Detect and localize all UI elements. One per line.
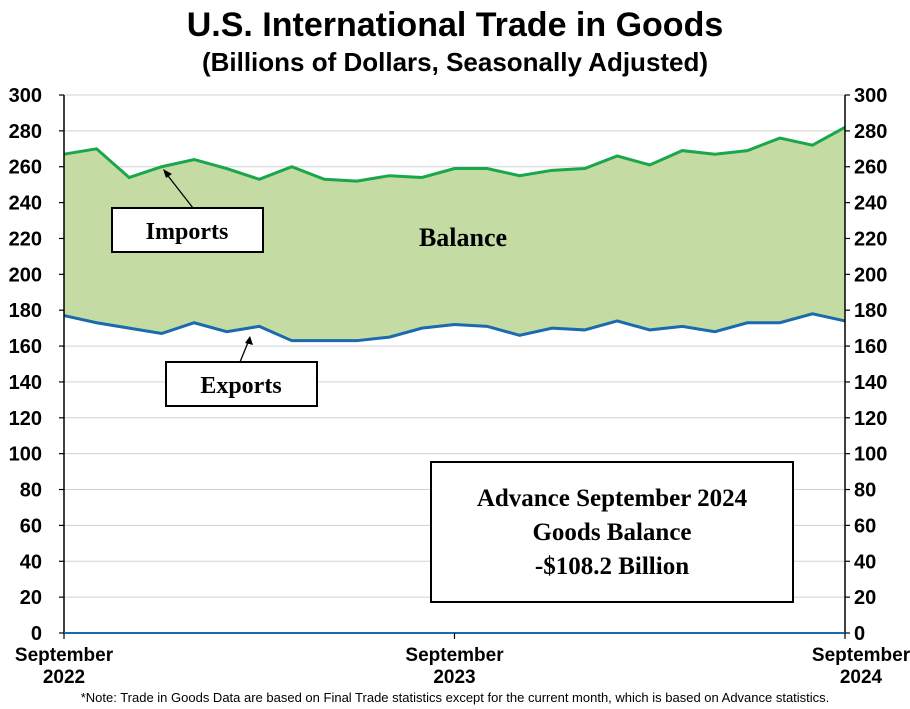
ytick-right-label-300: 300 (854, 85, 887, 107)
ytick-left-label-220: 220 (9, 228, 42, 250)
ytick-left-label-180: 180 (9, 300, 42, 322)
y-axis-left-ticks: 0 20 40 60 80 100 120 140 160 180 200 220 240 260 280 3… (9, 85, 64, 645)
ytick-right-label-80: 80 (854, 480, 876, 502)
exports-label: Exports (200, 373, 281, 399)
ytick-left-label-20: 20 (20, 587, 42, 609)
ytick-left-label-0: 0 (31, 623, 42, 645)
imports-label-box (111, 207, 264, 253)
xtick-label-12-line2: 2023 (433, 667, 475, 688)
callout-line-1: Advance September 2024 (477, 485, 748, 512)
xtick-label-24-line2: 2024 (840, 667, 883, 688)
ytick-left-label-60: 60 (20, 515, 42, 537)
ytick-left-label-240: 240 (9, 193, 42, 215)
ytick-left-label-40: 40 (20, 551, 42, 573)
chart-subtitle: (Billions of Dollars, Seasonally Adjuste… (201, 47, 709, 77)
xtick-label-12-line1: September (405, 645, 504, 666)
ytick-right-label-160: 160 (854, 336, 887, 358)
callout-line-2: Goods Balance (532, 519, 691, 546)
exports-label-box (165, 361, 318, 407)
ytick-right-label-220: 220 (854, 228, 887, 250)
ytick-right-label-240: 240 (854, 193, 887, 215)
ytick-left-label-300: 300 (9, 85, 42, 107)
xtick-label-0-line2: 2022 (43, 667, 85, 688)
ytick-right-label-120: 120 (854, 408, 887, 430)
ytick-right-label-0: 0 (854, 623, 865, 645)
callout-box (430, 461, 794, 603)
ytick-left-label-200: 200 (9, 264, 42, 286)
ytick-left-label-160: 160 (9, 336, 42, 358)
ytick-left-label-280: 280 (9, 121, 42, 143)
footnote: *Note: Trade in Goods Data are based on … (80, 690, 830, 705)
imports-series-line (63, 125, 846, 183)
ytick-right-label-40: 40 (854, 551, 876, 573)
ytick-right-label-60: 60 (854, 515, 876, 537)
ytick-left-label-100: 100 (9, 444, 42, 466)
imports-arrowhead (163, 169, 172, 178)
exports-series-line (63, 312, 846, 343)
ytick-right-label-260: 260 (854, 157, 887, 179)
exports-arrow (239, 339, 250, 363)
ytick-right-label-200: 200 (854, 264, 887, 286)
ytick-right-label-280: 280 (854, 121, 887, 143)
chart-title: U.S. International Trade in Goods (186, 6, 724, 44)
balance-label: Balance (419, 223, 507, 252)
xtick-label-24-line1: September (812, 645, 910, 666)
callout-line-3: -$108.2 Billion (535, 553, 689, 580)
ytick-left-label-120: 120 (9, 408, 42, 430)
ytick-right-label-140: 140 (854, 372, 887, 394)
ytick-right-label-100: 100 (854, 444, 887, 466)
ytick-left-label-260: 260 (9, 157, 42, 179)
imports-arrow (164, 171, 194, 209)
exports-arrowhead (245, 336, 253, 345)
ytick-right-label-20: 20 (854, 587, 876, 609)
ytick-right-label-180: 180 (854, 300, 887, 322)
imports-label: Imports (146, 219, 229, 245)
xtick-label-0-line1: September (15, 645, 114, 666)
ytick-left-label-80: 80 (20, 480, 42, 502)
ytick-left-label-140: 140 (9, 372, 42, 394)
y-axis-right-ticks: 0 20 40 60 80 100 120 140 160 180 200 220 240 260 280 3… (845, 85, 887, 645)
